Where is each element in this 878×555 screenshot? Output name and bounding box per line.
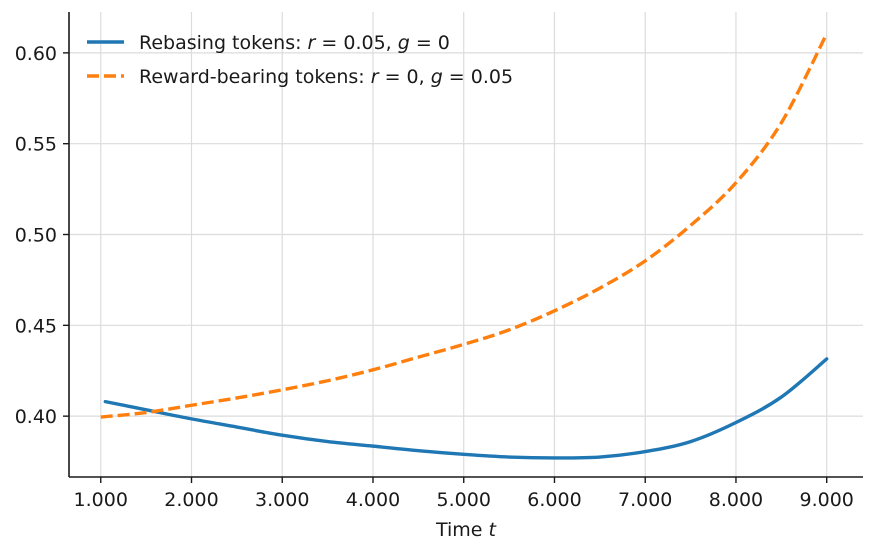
x-axis-title: Time t [435, 519, 498, 541]
x-tick-label: 2.000 [164, 489, 218, 511]
series-line-2 [100, 33, 829, 419]
legend: Rebasing tokens: r = 0.05, g = 0 Reward-b… [87, 32, 513, 88]
series-line-1 [103, 357, 829, 460]
ticks: 1.000 2.000 3.000 4.000 5.000 6.000 7.000 8.000… [15, 43, 854, 511]
y-tick-label: 0.60 [15, 43, 57, 65]
y-tick-label: 0.50 [15, 225, 57, 247]
x-tick-label: 6.000 [527, 489, 581, 511]
axes [68, 12, 863, 478]
legend-label-2: Reward-bearing tokens: r = 0, g = 0.05 [139, 66, 513, 88]
y-tick-label: 0.40 [15, 406, 57, 428]
x-tick-label: 5.000 [437, 489, 491, 511]
x-tick-label: 4.000 [346, 489, 400, 511]
x-tick-label: 8.000 [709, 489, 763, 511]
legend-label-1: Rebasing tokens: r = 0.05, g = 0 [139, 32, 450, 54]
grid [69, 12, 863, 477]
y-tick-label: 0.45 [15, 315, 57, 337]
x-tick-label: 7.000 [618, 489, 672, 511]
x-tick-label: 9.000 [799, 489, 853, 511]
x-tick-label: 3.000 [255, 489, 309, 511]
y-tick-label: 0.55 [15, 134, 57, 156]
plot-lines [100, 33, 829, 460]
x-tick-label: 1.000 [74, 489, 128, 511]
